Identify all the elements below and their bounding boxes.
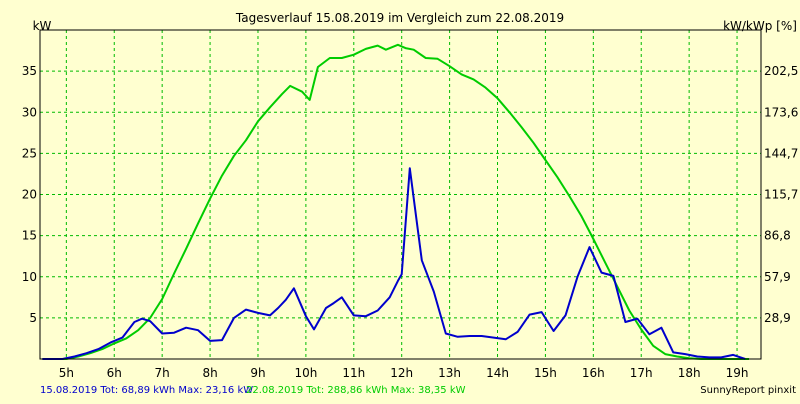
series-layer [42, 43, 749, 360]
y-tick-label-right: 202,5 [764, 64, 798, 78]
x-tick-label: 13h [438, 366, 461, 380]
series-line-15-08-2019 [42, 167, 746, 360]
y-tick-label-left: 25 [22, 146, 37, 160]
x-tick-label: 18h [678, 366, 701, 380]
x-tick-label: 14h [486, 366, 509, 380]
y-tick-label-left: 10 [22, 270, 37, 284]
right-axis-label: kW/kWp [%] [723, 19, 797, 33]
series-line-22-08-2019 [42, 43, 749, 360]
x-tick-label: 15h [534, 366, 557, 380]
tick-layer: 5h 6h 7h 8h 9h 10h 11h 12h 13h 14h 15h 16h 17h 18h 19h… [22, 64, 799, 380]
x-tick-label: 10h [294, 366, 317, 380]
x-tick-label: 5h [59, 366, 74, 380]
y-tick-label-right: 57,9 [764, 270, 791, 284]
y-tick-label-left: 15 [22, 229, 37, 243]
x-tick-label: 6h [107, 366, 122, 380]
y-tick-label-right: 115,7 [764, 188, 798, 202]
left-axis-label: kW [33, 19, 52, 33]
y-tick-label-right: 173,6 [764, 105, 798, 119]
x-tick-label: 12h [390, 366, 413, 380]
footer-series-blue: 15.08.2019 Tot: 68,89 kWh Max: 23,16 kW [40, 385, 253, 396]
x-tick-label: 8h [202, 366, 217, 380]
y-tick-label-right: 28,9 [764, 311, 791, 325]
x-tick-label: 16h [582, 366, 605, 380]
x-tick-label: 19h [726, 366, 749, 380]
y-tick-label-left: 35 [22, 64, 37, 78]
y-tick-label-left: 20 [22, 188, 37, 202]
x-tick-label: 17h [630, 366, 653, 380]
y-tick-label-right: 144,7 [764, 146, 798, 160]
chart-title: Tagesverlauf 15.08.2019 im Vergleich zum… [235, 11, 564, 25]
plot-frame [39, 29, 762, 360]
y-tick-label-left: 30 [22, 105, 37, 119]
x-tick-label: 7h [155, 366, 170, 380]
footer-series-green: 22.08.2019 Tot: 288,86 kWh Max: 38,35 kW [246, 385, 466, 396]
x-tick-label: 9h [250, 366, 265, 380]
x-tick-label: 11h [342, 366, 365, 380]
y-tick-label-right: 86,8 [764, 229, 791, 243]
y-tick-label-left: 5 [29, 311, 37, 325]
footer-credit: SunnyReport pinxit [700, 385, 796, 396]
grid-layer [40, 30, 761, 359]
